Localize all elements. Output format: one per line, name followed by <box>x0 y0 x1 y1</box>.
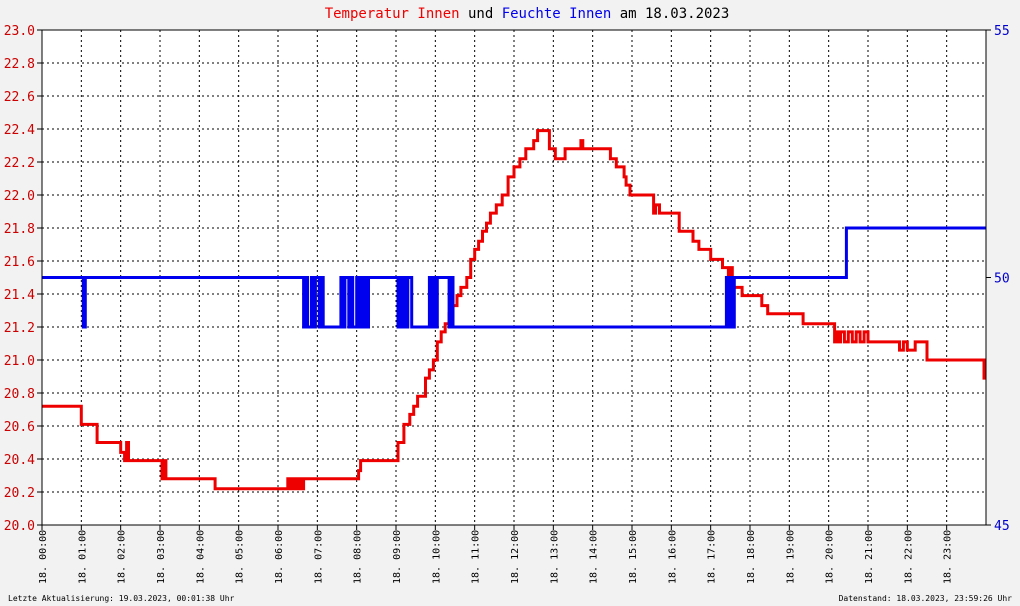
right-tick-label: 50 <box>994 272 1010 287</box>
x-axis-ticks: 18. 00:00 18. 01:00 18. 02:00 18. 03:00 18. … <box>38 525 954 584</box>
x-tick-label: 18. 05:00 <box>235 530 246 584</box>
left-tick-label: 20.2 <box>4 486 35 501</box>
title-part: Feuchte Innen <box>502 6 612 22</box>
chart-title: Temperatur Innen und Feuchte Innen am 18… <box>325 6 730 22</box>
title-part: am 18.03.2023 <box>611 6 729 22</box>
x-tick-label: 18. 17:00 <box>707 530 718 584</box>
x-tick-label: 18. 10:00 <box>431 530 442 584</box>
x-tick-label: 18. 08:00 <box>353 530 364 584</box>
x-tick-label: 18. 23:00 <box>943 530 954 584</box>
right-tick-label: 55 <box>994 24 1010 39</box>
title-part: und <box>460 6 502 22</box>
x-tick-label: 18. 00:00 <box>38 530 49 584</box>
x-tick-label: 18. 19:00 <box>785 530 796 584</box>
x-tick-label: 18. 18:00 <box>746 530 757 584</box>
series-line-feuchte-innen <box>42 226 986 329</box>
series-group <box>42 129 986 491</box>
x-tick-label: 18. 07:00 <box>313 530 324 584</box>
x-tick-label: 18. 11:00 <box>471 530 482 584</box>
left-tick-label: 21.8 <box>4 222 35 237</box>
left-tick-label: 23.0 <box>4 24 35 39</box>
footer-last-update: Letzte Aktualisierung: 19.03.2023, 00:01… <box>8 594 235 603</box>
x-tick-label: 18. 21:00 <box>864 530 875 584</box>
x-tick-label: 18. 15:00 <box>628 530 639 584</box>
left-tick-label: 20.0 <box>4 519 35 534</box>
left-tick-label: 22.6 <box>4 90 35 105</box>
title-part: Temperatur Innen <box>325 6 460 22</box>
left-tick-label: 22.4 <box>4 123 35 138</box>
x-tick-label: 18. 02:00 <box>117 530 128 584</box>
x-tick-label: 18. 09:00 <box>392 530 403 584</box>
x-tick-label: 18. 01:00 <box>77 530 88 584</box>
x-tick-label: 18. 13:00 <box>549 530 560 584</box>
series-line-temperatur-innen <box>42 129 986 491</box>
x-tick-label: 18. 06:00 <box>274 530 285 584</box>
right-tick-label: 45 <box>994 519 1010 534</box>
x-tick-label: 18. 16:00 <box>667 530 678 584</box>
left-tick-label: 21.4 <box>4 288 35 303</box>
grid <box>42 30 986 525</box>
footer-data-state: Datenstand: 18.03.2023, 23:59:26 Uhr <box>839 594 1013 603</box>
left-tick-label: 21.6 <box>4 255 35 270</box>
left-tick-label: 21.0 <box>4 354 35 369</box>
x-tick-label: 18. 20:00 <box>825 530 836 584</box>
left-tick-label: 21.2 <box>4 321 35 336</box>
left-tick-label: 22.0 <box>4 189 35 204</box>
left-tick-label: 20.6 <box>4 420 35 435</box>
x-tick-label: 18. 04:00 <box>195 530 206 584</box>
right-axis-ticks: 45 50 55 <box>986 24 1010 534</box>
x-tick-label: 18. 14:00 <box>589 530 600 584</box>
x-tick-label: 18. 12:00 <box>510 530 521 584</box>
left-tick-label: 22.8 <box>4 57 35 72</box>
x-tick-label: 18. 22:00 <box>903 530 914 584</box>
left-tick-label: 20.8 <box>4 387 35 402</box>
x-tick-label: 18. 03:00 <box>156 530 167 584</box>
left-tick-label: 22.2 <box>4 156 35 171</box>
left-axis-ticks: 20.0 20.2 20.4 20.6 20.8 21.0 21.2 21.4 21.6 21.8… <box>4 24 42 534</box>
left-tick-label: 20.4 <box>4 453 35 468</box>
